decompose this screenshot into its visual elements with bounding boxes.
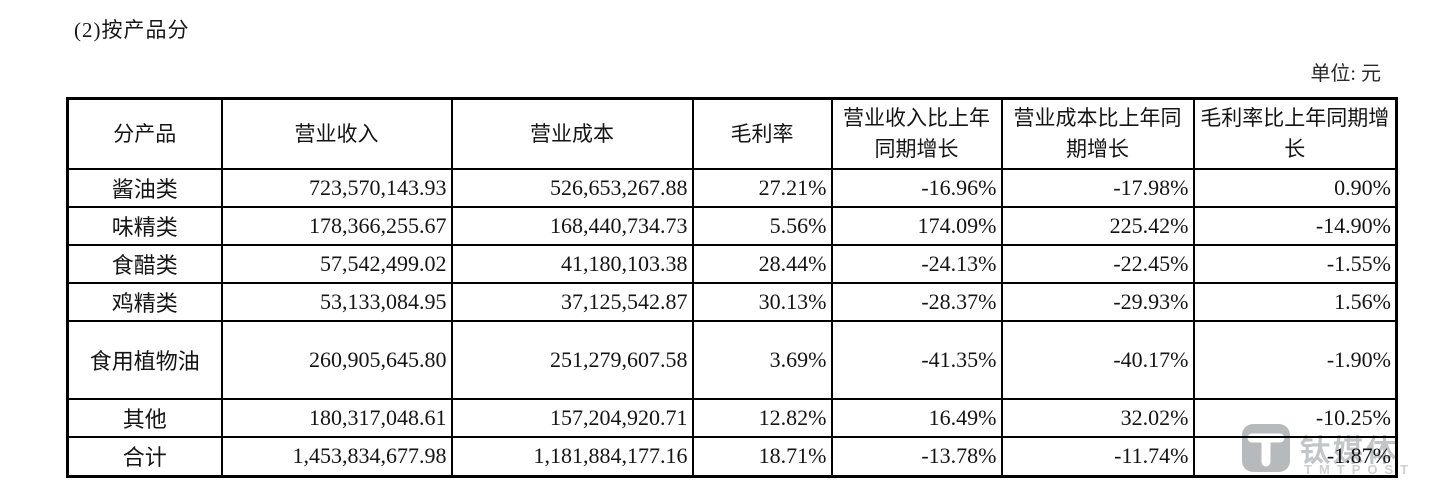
- cell-cost-yoy: -40.17%: [1000, 319, 1195, 400]
- cell-cost-yoy: -29.93%: [1000, 281, 1195, 322]
- cell-revenue: 57,542,499.02: [220, 243, 453, 284]
- table-row-total: 合计 1,453,834,677.98 1,181,884,177.16 18.…: [66, 435, 1398, 478]
- cell-cost-yoy: -17.98%: [1000, 167, 1195, 208]
- column-header-revenue-yoy: 营业收入比上年同期增长: [830, 97, 1003, 170]
- table-row: 食醋类 57,542,499.02 41,180,103.38 28.44% -…: [66, 243, 1398, 284]
- cell-cost: 168,440,734.73: [450, 205, 694, 246]
- cell-revenue: 1,453,834,677.98: [220, 435, 453, 478]
- cell-product: 食醋类: [66, 243, 223, 284]
- cell-cost-yoy: 32.02%: [1000, 397, 1195, 438]
- cell-revenue: 260,905,645.80: [220, 319, 453, 400]
- table-row: 味精类 178,366,255.67 168,440,734.73 5.56% …: [66, 205, 1398, 246]
- cell-revenue-yoy: -13.78%: [830, 435, 1003, 478]
- column-header-product: 分产品: [66, 97, 223, 170]
- cell-revenue-yoy: -28.37%: [830, 281, 1003, 322]
- header-row: 分产品 营业收入 营业成本 毛利率 营业收入比上年同期增长 营业成本比上年同期增…: [66, 97, 1398, 170]
- cell-product: 酱油类: [66, 167, 223, 208]
- cell-product: 鸡精类: [66, 281, 223, 322]
- column-header-margin: 毛利率: [691, 97, 833, 170]
- cell-cost-yoy: -22.45%: [1000, 243, 1195, 284]
- cell-revenue-yoy: -16.96%: [830, 167, 1003, 208]
- cell-revenue: 180,317,048.61: [220, 397, 453, 438]
- cell-revenue-yoy: -24.13%: [830, 243, 1003, 284]
- cell-margin: 18.71%: [691, 435, 833, 478]
- table-row: 其他 180,317,048.61 157,204,920.71 12.82% …: [66, 397, 1398, 438]
- column-header-revenue: 营业收入: [220, 97, 453, 170]
- cell-cost: 1,181,884,177.16: [450, 435, 694, 478]
- cell-cost: 41,180,103.38: [450, 243, 694, 284]
- column-header-cost-yoy: 营业成本比上年同期增长: [1000, 97, 1195, 170]
- cell-margin: 5.56%: [691, 205, 833, 246]
- cell-margin: 28.44%: [691, 243, 833, 284]
- cell-margin: 30.13%: [691, 281, 833, 322]
- cell-margin-yoy: -10.25%: [1192, 397, 1398, 438]
- product-breakdown-table: 分产品 营业收入 营业成本 毛利率 营业收入比上年同期增长 营业成本比上年同期增…: [66, 97, 1398, 478]
- cell-margin: 3.69%: [691, 319, 833, 400]
- cell-cost: 37,125,542.87: [450, 281, 694, 322]
- cell-margin-yoy: -1.90%: [1192, 319, 1398, 400]
- cell-cost: 251,279,607.58: [450, 319, 694, 400]
- cell-revenue: 178,366,255.67: [220, 205, 453, 246]
- cell-revenue-yoy: -41.35%: [830, 319, 1003, 400]
- column-header-cost: 营业成本: [450, 97, 694, 170]
- table-row: 鸡精类 53,133,084.95 37,125,542.87 30.13% -…: [66, 281, 1398, 322]
- unit-label: 单位: 元: [1310, 63, 1381, 85]
- cell-margin-yoy: -1.87%: [1192, 435, 1398, 478]
- cell-cost-yoy: 225.42%: [1000, 205, 1195, 246]
- cell-product: 味精类: [66, 205, 223, 246]
- cell-margin-yoy: -1.55%: [1192, 243, 1398, 284]
- cell-revenue-yoy: 174.09%: [830, 205, 1003, 246]
- cell-cost: 526,653,267.88: [450, 167, 694, 208]
- cell-cost: 157,204,920.71: [450, 397, 694, 438]
- cell-revenue-yoy: 16.49%: [830, 397, 1003, 438]
- cell-margin-yoy: -14.90%: [1192, 205, 1398, 246]
- cell-margin: 27.21%: [691, 167, 833, 208]
- cell-product: 其他: [66, 397, 223, 438]
- cell-revenue: 723,570,143.93: [220, 167, 453, 208]
- table-row: 食用植物油 260,905,645.80 251,279,607.58 3.69…: [66, 319, 1398, 400]
- table-row: 酱油类 723,570,143.93 526,653,267.88 27.21%…: [66, 167, 1398, 208]
- cell-product: 食用植物油: [66, 319, 223, 400]
- column-header-margin-yoy: 毛利率比上年同期增长: [1192, 97, 1398, 170]
- cell-margin-yoy: 0.90%: [1192, 167, 1398, 208]
- section-title: (2)按产品分: [74, 18, 190, 42]
- cell-revenue: 53,133,084.95: [220, 281, 453, 322]
- cell-product: 合计: [66, 435, 223, 478]
- cell-margin: 12.82%: [691, 397, 833, 438]
- cell-margin-yoy: 1.56%: [1192, 281, 1398, 322]
- cell-cost-yoy: -11.74%: [1000, 435, 1195, 478]
